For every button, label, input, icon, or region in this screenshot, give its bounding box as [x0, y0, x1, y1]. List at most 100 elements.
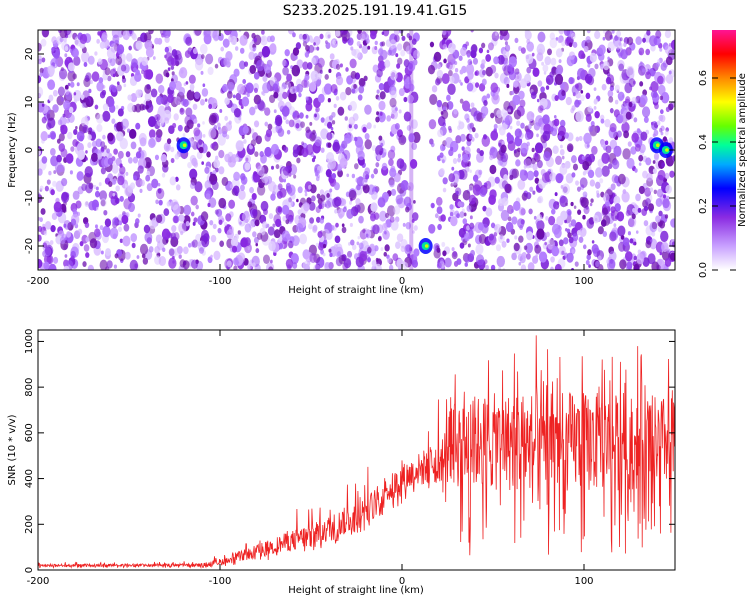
heatmap-cell: [545, 85, 550, 90]
heatmap-cell: [632, 241, 636, 246]
heatmap-cell: [326, 121, 333, 129]
heatmap-cell: [298, 33, 304, 40]
heatmap-cell: [350, 46, 354, 51]
heatmap-cell: [472, 174, 479, 182]
heatmap-cell: [380, 247, 384, 252]
heatmap-cell: [574, 261, 579, 267]
heatmap-cell: [85, 236, 90, 243]
heatmap-cell: [534, 177, 540, 184]
heatmap-cell: [383, 251, 388, 257]
heatmap-cell: [392, 253, 399, 262]
heatmap-cell: [637, 207, 642, 213]
heatmap-cell: [319, 217, 325, 224]
heatmap-cell: [125, 171, 129, 176]
heatmap-cell: [170, 146, 175, 153]
heatmap-cell: [457, 201, 462, 208]
heatmap-cell: [254, 219, 260, 227]
figure-title: S233.2025.191.19.41.G15: [283, 3, 468, 19]
heatmap-cell: [302, 260, 310, 270]
heatmap-cell: [186, 119, 194, 130]
heatmap-cell: [288, 172, 292, 177]
heatmap-cell: [664, 214, 669, 219]
heatmap-cell: [630, 146, 637, 155]
heatmap-cell: [174, 153, 180, 160]
heatmap-cell: [71, 255, 75, 260]
heatmap-cell: [233, 68, 240, 77]
heatmap-cell: [482, 205, 487, 212]
heatmap-cell: [578, 50, 585, 59]
heatmap-cell: [660, 131, 664, 136]
heatmap-cell: [375, 116, 380, 123]
heatmap-cell: [582, 191, 588, 198]
heatmap-cell: [577, 67, 586, 80]
heatmap-cell: [330, 225, 335, 231]
heatmap-cell: [390, 90, 397, 100]
heatmap-cell: [653, 152, 660, 160]
heatmap-cell: [292, 85, 298, 94]
heatmap-cell: [229, 184, 233, 189]
heatmap-cell: [317, 93, 325, 103]
heatmap-cell: [305, 102, 313, 112]
heatmap-cell: [568, 236, 574, 244]
heatmap-cell: [314, 113, 317, 118]
heatmap-cell: [214, 63, 219, 69]
heatmap-cell: [111, 179, 117, 185]
heatmap-cell: [552, 145, 559, 155]
heatmap-cell: [575, 91, 581, 99]
heatmap-cell: [189, 182, 196, 190]
heatmap-cell: [300, 121, 305, 128]
heatmap-cell: [50, 189, 55, 196]
heatmap-cell: [431, 85, 438, 93]
heatmap-cell: [134, 103, 142, 113]
heatmap-cell: [537, 196, 542, 204]
heatmap-cell: [387, 257, 392, 264]
heatmap-cell: [620, 49, 628, 60]
heatmap-cell: [356, 241, 360, 246]
heatmap-cell: [500, 144, 507, 154]
heatmap-cell: [532, 255, 539, 264]
heatmap-cell: [608, 96, 614, 103]
heatmap-cell: [499, 30, 509, 37]
heatmap-cell: [261, 30, 265, 35]
heatmap-cell: [544, 56, 552, 66]
heatmap-cell: [38, 75, 42, 84]
heatmap-cell: [292, 47, 300, 56]
heatmap-cell: [650, 81, 659, 93]
heatmap-cell: [52, 256, 59, 264]
heatmap-cell: [561, 183, 571, 195]
heatmap-cell: [160, 154, 167, 163]
heatmap-cell: [60, 191, 70, 203]
heatmap-cell: [82, 124, 89, 134]
heatmap-cell: [601, 83, 607, 91]
heatmap-cell: [457, 153, 462, 158]
heatmap-cell: [429, 93, 438, 105]
heatmap-cell: [460, 47, 467, 57]
heatmap-cell: [54, 162, 63, 174]
heatmap-cell: [102, 225, 111, 238]
heatmap-cell: [559, 119, 566, 128]
heatmap-cell: [118, 226, 123, 232]
heatmap-cell: [46, 254, 54, 265]
heatmap-cell: [158, 256, 167, 267]
heatmap-cell: [554, 73, 564, 86]
heatmap-cell: [161, 172, 166, 178]
heatmap-cell: [134, 263, 138, 269]
heatmap-cell: [261, 91, 264, 95]
heatmap-cell: [100, 167, 106, 175]
heatmap-cell: [544, 241, 548, 246]
heatmap-cell: [485, 54, 492, 62]
heatmap-cell: [506, 132, 512, 139]
heatmap-cell: [79, 34, 88, 45]
heatmap-cell: [587, 105, 593, 113]
heatmap-cell: [629, 238, 634, 244]
heatmap-cell: [118, 220, 123, 226]
heatmap-cell: [354, 163, 359, 170]
heatmap-cell: [638, 185, 645, 195]
heatmap-cell: [237, 230, 241, 235]
heatmap-cell: [468, 108, 472, 113]
heatmap-cell: [154, 154, 160, 161]
heatmap-cell: [167, 94, 174, 104]
heatmap-cell: [577, 209, 582, 215]
heatmap-cell: [470, 44, 478, 54]
heatmap-cell: [375, 162, 380, 168]
